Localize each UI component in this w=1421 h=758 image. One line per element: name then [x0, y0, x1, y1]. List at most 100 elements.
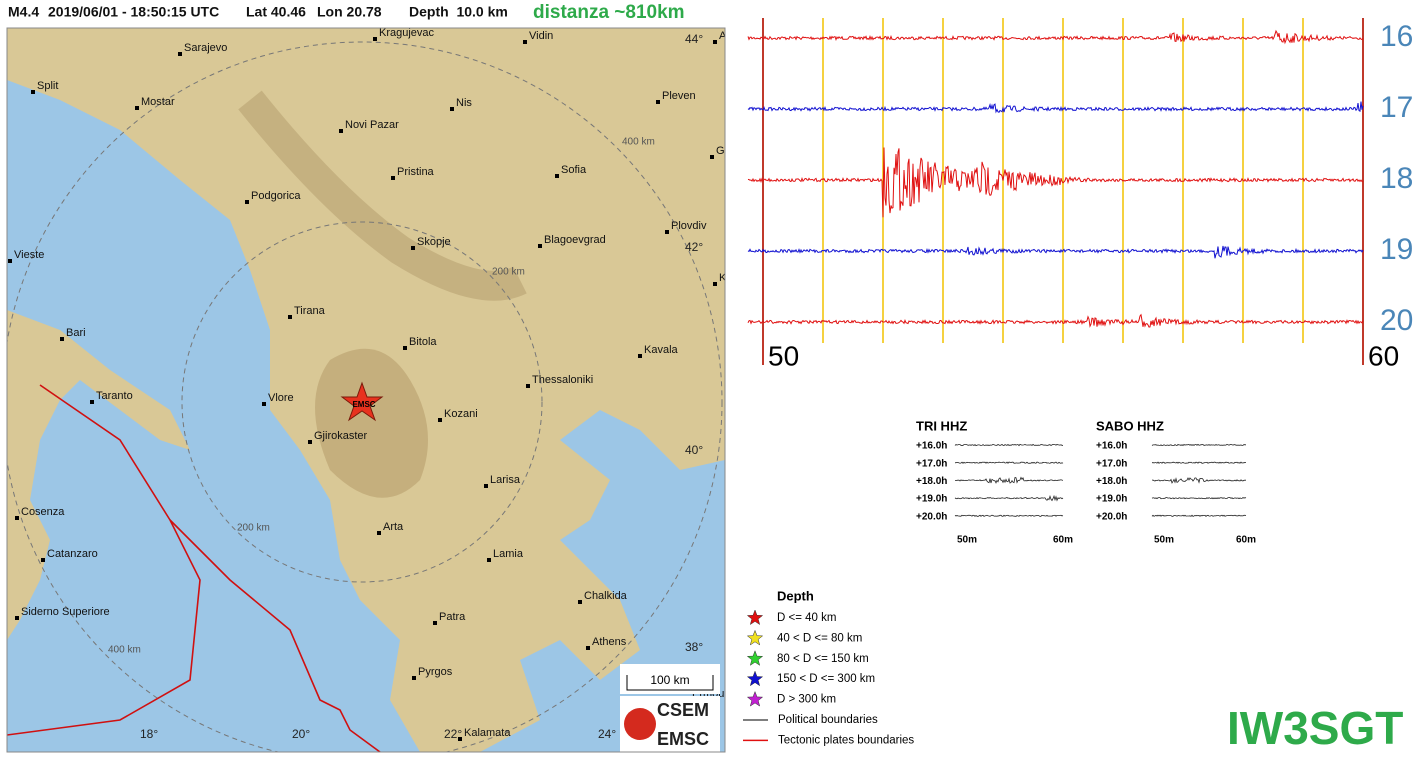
city-label: Arta: [383, 521, 404, 533]
city-label: Kavala: [644, 344, 679, 356]
row-label: +20.0h: [1096, 511, 1127, 522]
city-marker: [450, 107, 454, 111]
lon-label: 18°: [140, 727, 158, 741]
city-marker: [656, 100, 660, 104]
station-name: SABO HHZ: [1096, 418, 1164, 433]
city-label: Vieste: [14, 249, 44, 261]
city-label: Mostar: [141, 96, 175, 108]
city-marker: [339, 129, 343, 133]
city-marker: [526, 384, 530, 388]
station-trace: [1151, 496, 1247, 500]
city-marker: [373, 37, 377, 41]
seismic-trace: [747, 147, 1364, 218]
city-label: Vlore: [268, 392, 294, 404]
city-marker: [638, 354, 642, 358]
city-label: Kozani: [444, 408, 478, 420]
magnitude: M4.4: [8, 4, 39, 20]
datetime: 2019/06/01 - 18:50:15 UTC: [48, 4, 219, 20]
seismic-trace: [747, 313, 1364, 328]
italy-land: [7, 310, 190, 640]
lat-label: 44°: [685, 32, 703, 46]
station-trace: [1151, 514, 1247, 517]
depth: Depth 10.0 km: [409, 4, 508, 20]
city-label: Gjirokaster: [314, 430, 368, 442]
legend: D <= 40 km 40 < D <= 80 km 80 < D <= 150 k…: [743, 609, 914, 746]
hour-label: 18: [1380, 162, 1413, 195]
mountains: [315, 348, 428, 498]
city-label: Pyrgos: [418, 666, 453, 678]
ring-label: 200 km: [237, 523, 270, 534]
city-marker: [555, 174, 559, 178]
logo-text: CSEM: [657, 700, 709, 720]
legend-star: [746, 609, 764, 626]
city-label: Sofia: [561, 164, 587, 176]
map: EMSC Kragujevac Vidin Al Sarajevo Split Mosta…: [7, 27, 727, 752]
ring-label: 200 km: [492, 267, 525, 278]
city-label: Plovdiv: [671, 220, 707, 232]
city-marker: [391, 176, 395, 180]
legend-star: [746, 629, 764, 646]
city-marker: [60, 337, 64, 341]
ring-label: 400 km: [622, 137, 655, 148]
hour-label: 17: [1380, 91, 1413, 124]
seismic-trace: [747, 245, 1364, 259]
city-marker: [433, 621, 437, 625]
city-label: Lamia: [493, 548, 524, 560]
distance-ring: [181, 221, 543, 583]
distance: distanza ~810km: [533, 2, 685, 23]
station-trace: [954, 494, 1064, 502]
city-label: K: [719, 272, 727, 284]
city-marker: [90, 400, 94, 404]
city-marker: [15, 616, 19, 620]
city-label: Podgorica: [251, 190, 301, 202]
city-label: Kragujevac: [379, 27, 435, 39]
lat-label: 42°: [685, 240, 703, 254]
row-label: +18.0h: [916, 476, 947, 487]
row-label: +16.0h: [916, 441, 947, 452]
city-label: Thessaloniki: [532, 374, 593, 386]
city-marker: [178, 52, 182, 56]
station-trace: [1151, 477, 1246, 484]
lon-label: 22°: [444, 727, 462, 741]
city-marker: [308, 440, 312, 444]
city-label: Athens: [592, 636, 627, 648]
seismogram: 16 17 18 19 20: [747, 18, 1413, 365]
city-label: Nis: [456, 97, 472, 109]
scale-label: 100 km: [650, 673, 689, 687]
plate-boundary: [7, 384, 201, 736]
station-trace: [954, 514, 1064, 517]
city-label: Split: [37, 80, 58, 92]
station-trace: [1151, 443, 1246, 447]
map-frame: [6, 27, 726, 753]
legend-label: D <= 40 km: [777, 612, 836, 624]
mountains: [238, 90, 527, 301]
logo-text: EMSC: [657, 729, 709, 749]
scale-box: [620, 664, 720, 694]
row-label: +17.0h: [916, 458, 947, 469]
tick-label: 60m: [1236, 535, 1256, 546]
city-marker: [377, 531, 381, 535]
city-marker: [710, 155, 714, 159]
city-marker: [411, 246, 415, 250]
seismic-trace: [747, 101, 1364, 114]
city-marker: [245, 200, 249, 204]
lon-label: 20°: [292, 727, 310, 741]
epicenter-star: [340, 381, 384, 422]
station-trace: [1151, 461, 1247, 464]
city-label: Bitola: [409, 336, 437, 348]
ring-label: 400 km: [108, 645, 141, 656]
station-trace: [954, 461, 1064, 464]
lat-label: 40°: [685, 443, 703, 457]
logo-mark: [624, 708, 656, 740]
city-label: Pristina: [397, 166, 435, 178]
city-marker: [15, 516, 19, 520]
start-minute: 50: [768, 340, 799, 371]
city-label: Larisa: [490, 474, 521, 486]
signature: IW3SGT: [1227, 702, 1403, 754]
row-label: +20.0h: [916, 511, 947, 522]
city-marker: [403, 346, 407, 350]
tick-label: 50m: [1154, 535, 1174, 546]
station-name: TRI HHZ: [916, 418, 967, 433]
